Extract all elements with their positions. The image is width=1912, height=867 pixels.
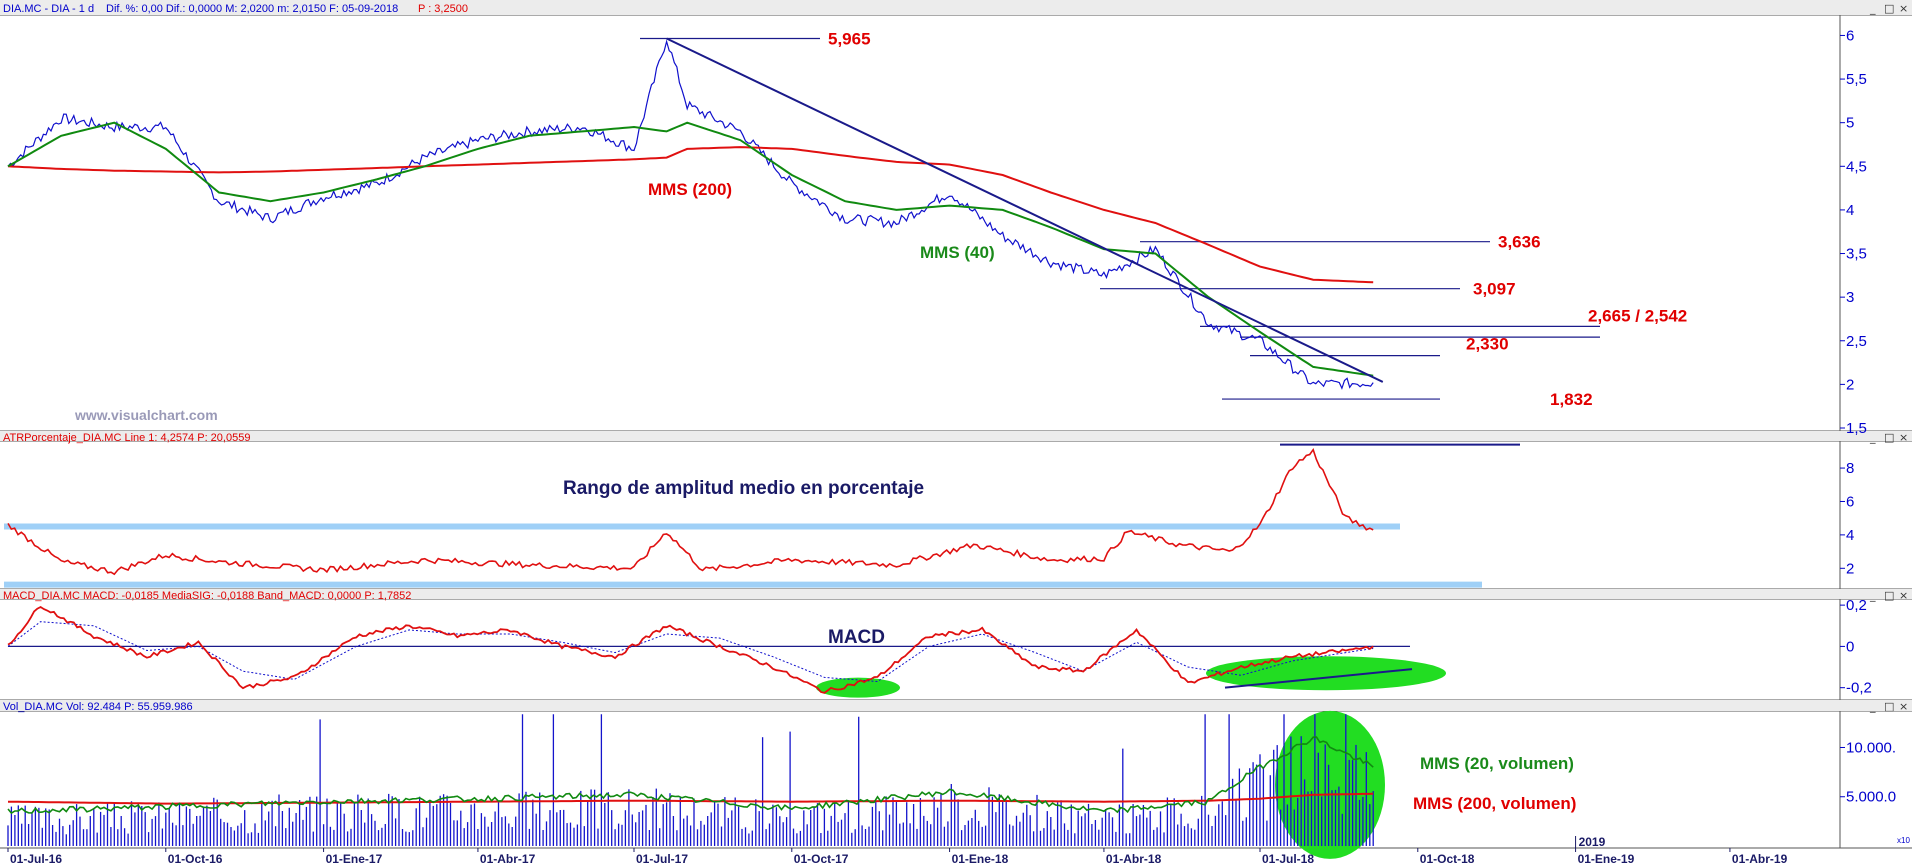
macd-panel xyxy=(7,605,1446,698)
macd-highlight-ellipse xyxy=(1206,656,1446,691)
price-line xyxy=(7,39,1374,390)
close-icon[interactable]: × xyxy=(1899,589,1908,602)
volume-axis-badge: x10 xyxy=(1897,836,1910,845)
xtick-label: 01-Ene-18 xyxy=(952,852,1009,866)
xtick-label: 01-Oct-16 xyxy=(168,852,223,866)
level-label: 2,665 / 2,542 xyxy=(1588,306,1687,325)
price-ytick-label: 2 xyxy=(1846,376,1854,393)
macd-trendline xyxy=(1224,668,1413,689)
atr-ytick-label: 6 xyxy=(1846,493,1854,510)
minimize-icon[interactable]: _ xyxy=(1869,431,1876,444)
minimize-icon[interactable]: _ xyxy=(1869,2,1876,15)
volume-ma200-label: MMS (200, volumen) xyxy=(1413,794,1576,813)
atr-ytick-label: 2 xyxy=(1846,560,1854,577)
maximize-icon[interactable]: □ xyxy=(1884,431,1894,444)
price-ytick-label: 1,5 xyxy=(1846,420,1867,437)
xtick-label: 01-Oct-17 xyxy=(794,852,849,866)
xtick-label: 01-Jul-16 xyxy=(10,852,62,866)
xtick-label: 01-Jul-17 xyxy=(636,852,688,866)
xtick-label: 01-Abr-17 xyxy=(480,852,536,866)
close-icon[interactable]: × xyxy=(1899,700,1908,713)
volume-highlight-ellipse xyxy=(1275,710,1385,859)
price-ytick-label: 5,5 xyxy=(1846,71,1867,88)
atr-header: ATRPorcentaje_DIA.MC Line 1: 4,2574 P: 2… xyxy=(3,432,250,444)
price-header-name: DIA.MC - DIA - 1 d xyxy=(3,3,94,15)
maximize-icon[interactable]: □ xyxy=(1884,589,1894,602)
atr-annotation: Rango de amplitud medio en porcentaje xyxy=(563,478,924,499)
level-label: 2,330 xyxy=(1466,335,1509,354)
price-ytick-label: 6 xyxy=(1846,27,1854,44)
minimize-icon[interactable]: _ xyxy=(1869,700,1876,713)
macd-signal-line xyxy=(7,621,1374,683)
macd-ytick-label: 0,2 xyxy=(1846,597,1867,614)
price-ytick-label: 5 xyxy=(1846,115,1854,132)
price-ytick-label: 4,5 xyxy=(1846,158,1867,175)
macd-header: MACD_DIA.MC MACD: -0,0185 MediaSIG: -0,0… xyxy=(3,590,411,602)
level-label: 1,832 xyxy=(1550,390,1593,409)
volume-ytick-label: 10.000. xyxy=(1846,739,1896,756)
price-header-stats: Dif. %: 0,00 Dif.: 0,0000 M: 2,0200 m: 2… xyxy=(106,3,398,15)
mms200-line xyxy=(7,146,1374,284)
maximize-icon[interactable]: □ xyxy=(1884,700,1894,713)
close-icon[interactable]: × xyxy=(1899,2,1908,15)
trendline xyxy=(666,37,1384,383)
volume-ma20-label: MMS (20, volumen) xyxy=(1420,754,1574,773)
volume-ma200-line xyxy=(8,792,1374,805)
price-ytick-label: 3,5 xyxy=(1846,246,1867,263)
price-ytick-label: 2,5 xyxy=(1846,333,1867,350)
close-icon[interactable]: × xyxy=(1899,431,1908,444)
panel-headers: DIA.MC - DIA - 1 d Dif. %: 0,00 Dif.: 0,… xyxy=(0,0,1912,713)
volume-header: Vol_DIA.MC Vol: 92.484 P: 55.959.986 xyxy=(3,701,193,713)
year-marker-label: 2019 xyxy=(1579,835,1606,849)
mms40-label: MMS (40) xyxy=(920,243,995,262)
macd-highlight-ellipse xyxy=(816,677,900,698)
xtick-label: 01-Abr-19 xyxy=(1732,852,1788,866)
volume-ytick-label: 5.000.0 xyxy=(1846,789,1896,806)
mms40-line xyxy=(7,121,1374,377)
atr-line xyxy=(7,447,1374,576)
atr-ytick-label: 8 xyxy=(1846,460,1854,477)
watermark: www.visualchart.com xyxy=(74,407,218,423)
macd-annotation: MACD xyxy=(828,627,885,648)
xtick-label: 01-Abr-18 xyxy=(1106,852,1162,866)
price-panel: 5,965 3,636 3,097 2,665 / 2,542 2,330 1,832 xyxy=(7,30,1687,409)
volume-ma20-line xyxy=(7,736,1374,815)
level-label: 5,965 xyxy=(828,30,871,49)
atr-ytick-label: 4 xyxy=(1846,527,1854,544)
volume-bars xyxy=(7,714,1374,846)
level-label: 3,097 xyxy=(1473,280,1516,299)
xtick-label: 01-Ene-19 xyxy=(1578,852,1635,866)
panel-window-buttons: _ □ × _ □ × _ □ × _ □ × xyxy=(1869,2,1908,713)
xtick-label: 01-Oct-18 xyxy=(1420,852,1475,866)
price-header-price: P : 3,2500 xyxy=(418,3,468,15)
axes: 6 5,5 5 4,5 4 3,5 3 2,5 2 1,5 8 6 4 2 0,2 0 -0,2 10.000. 5… xyxy=(7,27,1896,866)
level-label: 3,636 xyxy=(1498,233,1541,252)
macd-line xyxy=(7,605,1374,694)
maximize-icon[interactable]: □ xyxy=(1884,2,1894,15)
minimize-icon[interactable]: _ xyxy=(1869,589,1876,602)
macd-ytick-label: 0 xyxy=(1846,638,1854,655)
atr-panel xyxy=(4,443,1520,588)
price-ytick-label: 3 xyxy=(1846,289,1854,306)
mms200-label: MMS (200) xyxy=(648,180,732,199)
macd-ytick-label: -0,2 xyxy=(1846,680,1872,697)
volume-panel xyxy=(7,710,1385,859)
xtick-label: 01-Jul-18 xyxy=(1262,852,1314,866)
price-ytick-label: 4 xyxy=(1846,202,1854,219)
xtick-label: 01-Ene-17 xyxy=(326,852,383,866)
